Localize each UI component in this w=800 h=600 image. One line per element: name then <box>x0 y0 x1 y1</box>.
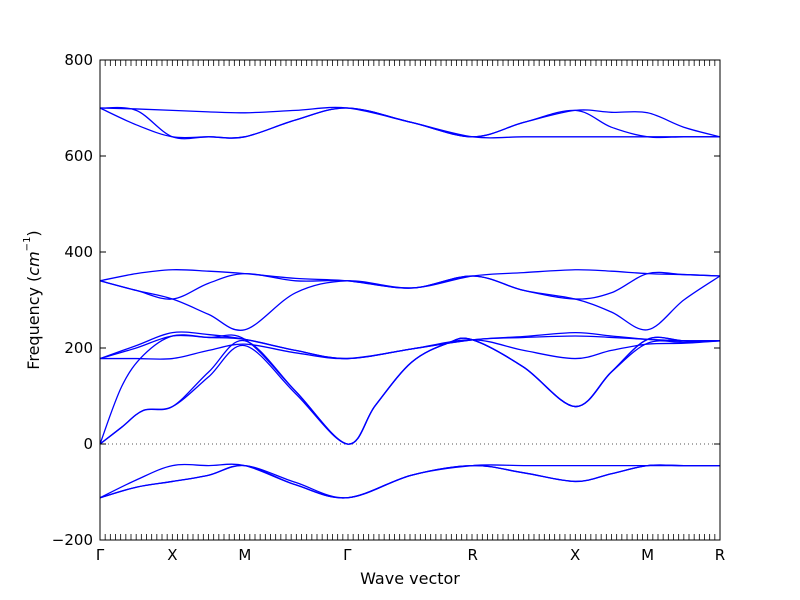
x-tick-label: X <box>167 546 177 564</box>
band-line-5 <box>99 271 721 300</box>
x-tick-label: R <box>468 546 478 564</box>
x-tick-label: M <box>641 546 654 564</box>
y-axis-label: Frequency (cm−1) <box>22 230 43 369</box>
band-line-10 <box>99 334 721 445</box>
band-line-15 <box>99 464 720 499</box>
x-tick-label: Γ <box>96 546 105 564</box>
y-tick-label: 800 <box>64 51 93 69</box>
y-tick-label: 200 <box>64 339 93 357</box>
x-axis-label: Wave vector <box>360 569 460 588</box>
x-tick-label: Γ <box>343 546 352 564</box>
y-axis-label-unit-exp: −1 <box>22 237 33 252</box>
y-axis-label-close: ) <box>24 230 43 236</box>
band-line-2 <box>99 106 721 140</box>
plot-frame <box>99 59 721 541</box>
ticks-layer: −200 0 200 400 600 800 Γ X M Γ R X M R <box>52 51 725 564</box>
y-axis-label-unit: cm <box>24 251 43 275</box>
band-line-9 <box>99 339 721 360</box>
band-line-4 <box>99 269 721 289</box>
y-tick-label: 0 <box>83 435 93 453</box>
series-layer <box>99 106 721 499</box>
y-axis-label-text: Frequency ( <box>24 276 43 370</box>
band-line-12 <box>99 337 721 445</box>
x-tick-label: M <box>238 546 251 564</box>
x-tick-label: R <box>715 546 725 564</box>
x-tick-label: X <box>570 546 580 564</box>
y-tick-label: −200 <box>52 531 93 549</box>
y-tick-label: 600 <box>64 147 93 165</box>
band-line-3 <box>99 107 721 139</box>
y-tick-label: 400 <box>64 243 93 261</box>
band-line-6 <box>99 275 721 331</box>
